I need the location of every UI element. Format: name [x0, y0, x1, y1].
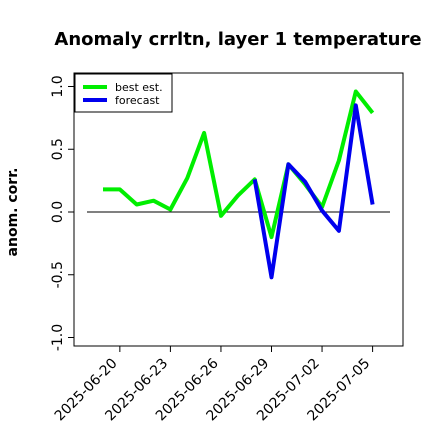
y-tick-label: 0.5: [50, 138, 66, 160]
plot-frame: [73, 72, 404, 347]
y-tick-label: -1.0: [50, 324, 66, 351]
y-tick-label: 0.0: [50, 201, 66, 223]
series-line-forecast: [252, 103, 375, 280]
legend-label: best est.: [115, 81, 163, 94]
y-tick-label: 1.0: [50, 75, 66, 97]
series-line-best-est: [103, 89, 375, 240]
plot-area: -1.0-0.50.00.51.02025-06-202025-06-23202…: [50, 72, 404, 424]
legend-label: forecast: [115, 94, 160, 107]
y-axis-label: anom. corr.: [5, 168, 21, 257]
y-tick-label: -0.5: [50, 261, 66, 288]
legend-box: [74, 73, 173, 113]
chart-title: Anomaly crrltn, layer 1 temperature: [54, 29, 421, 50]
